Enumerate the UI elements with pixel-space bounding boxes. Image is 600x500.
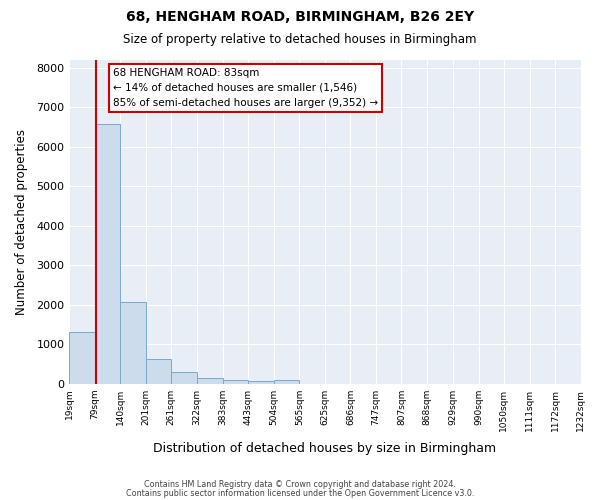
Bar bbox=[172, 372, 197, 384]
Text: 68, HENGHAM ROAD, BIRMINGHAM, B26 2EY: 68, HENGHAM ROAD, BIRMINGHAM, B26 2EY bbox=[126, 10, 474, 24]
Bar bbox=[274, 380, 299, 384]
Bar bbox=[70, 332, 95, 384]
Text: 68 HENGHAM ROAD: 83sqm
← 14% of detached houses are smaller (1,546)
85% of semi-: 68 HENGHAM ROAD: 83sqm ← 14% of detached… bbox=[113, 68, 378, 108]
Bar bbox=[121, 302, 146, 384]
Bar bbox=[223, 380, 248, 384]
Bar bbox=[248, 381, 274, 384]
Text: Size of property relative to detached houses in Birmingham: Size of property relative to detached ho… bbox=[123, 32, 477, 46]
Bar bbox=[95, 124, 121, 384]
Bar bbox=[146, 358, 172, 384]
Text: Contains public sector information licensed under the Open Government Licence v3: Contains public sector information licen… bbox=[126, 489, 474, 498]
X-axis label: Distribution of detached houses by size in Birmingham: Distribution of detached houses by size … bbox=[154, 442, 496, 455]
Text: Contains HM Land Registry data © Crown copyright and database right 2024.: Contains HM Land Registry data © Crown c… bbox=[144, 480, 456, 489]
Bar bbox=[197, 378, 223, 384]
Y-axis label: Number of detached properties: Number of detached properties bbox=[15, 129, 28, 315]
